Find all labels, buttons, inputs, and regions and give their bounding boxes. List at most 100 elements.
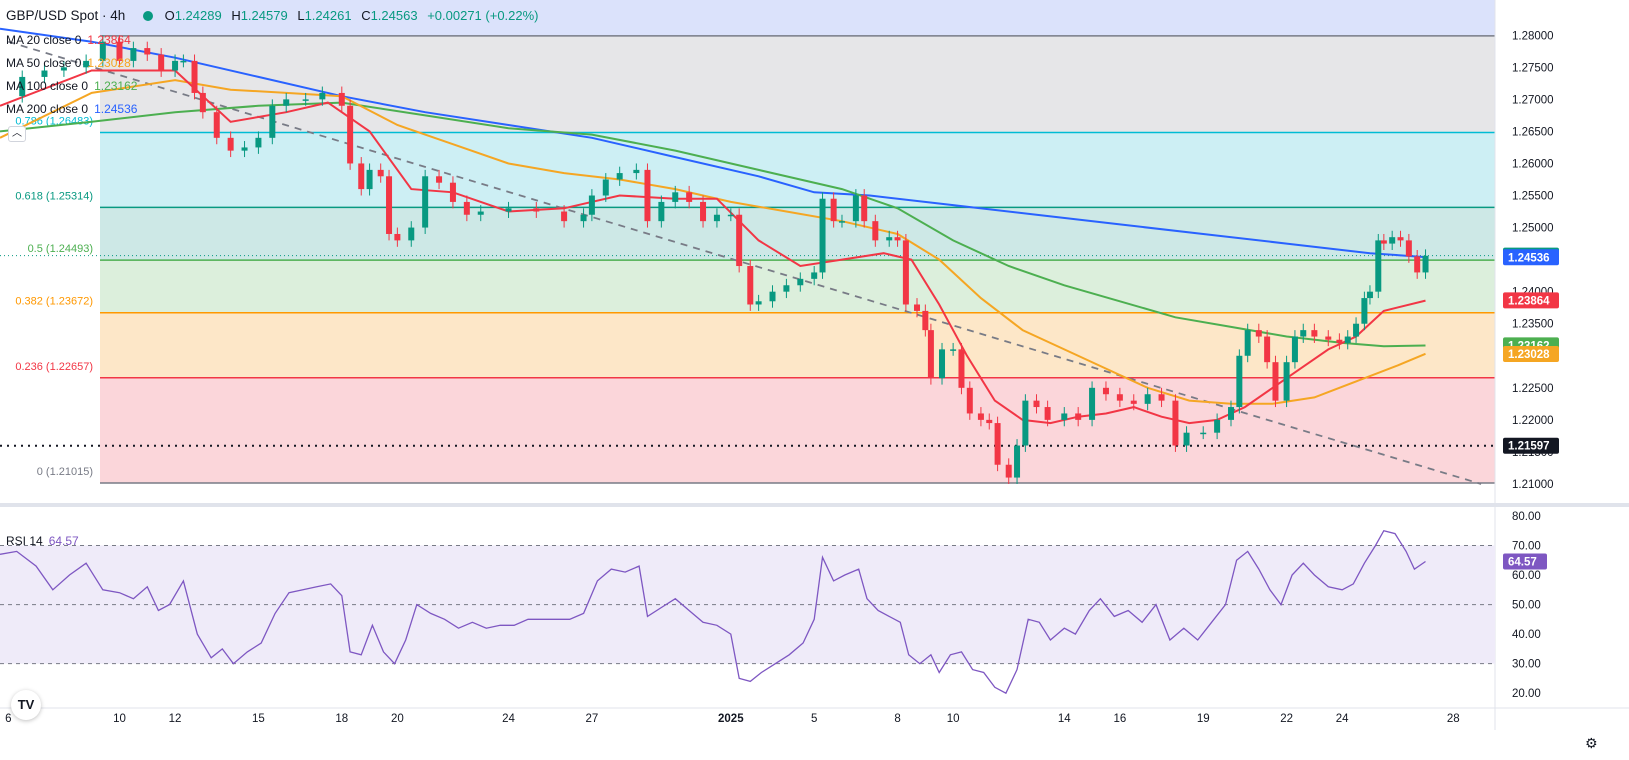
time-axis-tick: 20 [391,713,404,725]
candle-body [144,48,151,55]
candle-body [191,60,198,93]
candle-body [736,214,743,267]
candle-body [1244,330,1251,356]
candle-body [408,227,415,241]
candle-body [1414,256,1421,273]
time-axis-tick: 19 [1197,713,1210,725]
candle-body [1361,298,1368,324]
time-axis-tick: 10 [947,713,960,725]
candle-body [116,41,123,61]
candle-body [269,105,276,138]
ohlc-low-value: 1.24261 [304,8,352,23]
price-axis-tick: 1.26000 [1512,158,1554,170]
candle-body [1183,432,1190,446]
candle-body [358,163,365,190]
price-axis-badge-label: 1.21597 [1508,441,1550,453]
time-axis-tick: 27 [585,713,598,725]
candle-body [347,105,354,164]
trendline [8,40,1482,485]
candle-body [83,60,90,68]
candle-body [213,112,220,138]
time-axis-tick: 16 [1113,713,1126,725]
candle-body [966,387,973,414]
ma100-legend[interactable]: MA 100 close 0 1.23162 [6,79,137,93]
candle-body [1005,464,1012,478]
price-axis-tick: 1.27500 [1512,62,1554,74]
candle-body [1353,323,1360,337]
candle-body [838,221,845,223]
candle-body [377,169,384,177]
candle-body [616,173,623,180]
ma50-legend[interactable]: MA 50 close 0 1.23028 [6,56,131,70]
fib-zone-top [100,0,1495,36]
candle-body [755,301,762,305]
candle-body [1264,336,1271,363]
fib-zone [100,312,1495,378]
candle-body [1200,432,1207,435]
rsi-legend[interactable]: RSI 14 64.57 [6,534,79,548]
candle-body [1380,240,1387,244]
candle-body [713,214,720,222]
ma20-legend[interactable]: MA 20 close 0 1.23864 [6,33,131,47]
price-axis-tick: 1.27000 [1512,94,1554,106]
candle-body [477,211,484,215]
candle-body [747,266,754,305]
fib-level-label: 0.5 (1.24493) [28,243,93,255]
time-axis-tick: 8 [894,713,900,725]
price-axis-badge [1503,292,1559,309]
price-axis-tick: 1.26500 [1512,126,1554,138]
candle-body [463,201,470,215]
symbol-title[interactable]: GBP/USD Spot · 4h [6,8,126,23]
settings-gear-icon[interactable]: ⚙ [1585,735,1598,751]
fib-zone [100,132,1495,208]
candle-body [449,182,456,202]
price-axis-badge [1503,345,1559,362]
fib-level-label: 0.382 (1.23672) [15,296,93,308]
candle-body [505,208,512,212]
candle-body [130,48,137,61]
candle-body [1375,240,1382,292]
collapse-legend-chevron-up-icon[interactable]: ︿ [8,126,26,142]
rsi-axis-tick: 40.00 [1512,629,1541,641]
price-axis-badge-label: 1.23028 [1508,349,1550,361]
candle-body [180,60,187,63]
candle-body [922,310,929,331]
candle-body [994,423,1001,465]
candle-body [172,60,179,71]
candle-body [1102,387,1109,395]
candle-body [1236,355,1243,408]
candle-body [1291,336,1298,363]
tradingview-logo-icon[interactable]: TV [11,690,41,720]
candle-body [658,201,665,222]
symbol-legend: GBP/USD Spot · 4h O1.24289 H1.24579 L1.2… [6,8,539,23]
candle-body [1214,419,1221,433]
candle-body [1272,362,1279,401]
fib-level-label: 0 (1.21015) [37,466,93,478]
candle-body [1144,394,1151,404]
candle-body [1014,445,1021,478]
candle-body [199,92,206,113]
ma200-legend[interactable]: MA 200 close 0 1.24536 [6,102,137,116]
candle-body [283,99,290,106]
candle-body [19,76,26,97]
candle-body [1228,407,1235,420]
candle-body [60,67,67,71]
ma20-line [0,69,1426,425]
candle-body [852,195,859,222]
fib-level-label: 0.618 (1.25314) [15,190,93,202]
candle-body [302,99,309,101]
candle-body [1022,400,1029,446]
candle-body [1300,330,1307,337]
candle-body [830,198,837,222]
price-axis-tick: 1.25500 [1512,191,1554,203]
candle-body [1325,336,1332,340]
candle-body [561,211,568,222]
time-axis-tick: 22 [1280,713,1293,725]
price-axis-tick: 1.25000 [1512,223,1554,235]
time-axis-tick: 5 [811,713,817,725]
price-axis-badge-label: 1.23864 [1508,295,1550,307]
candle-body [727,214,734,217]
candle-body [1422,255,1429,273]
candle-body [914,304,921,311]
